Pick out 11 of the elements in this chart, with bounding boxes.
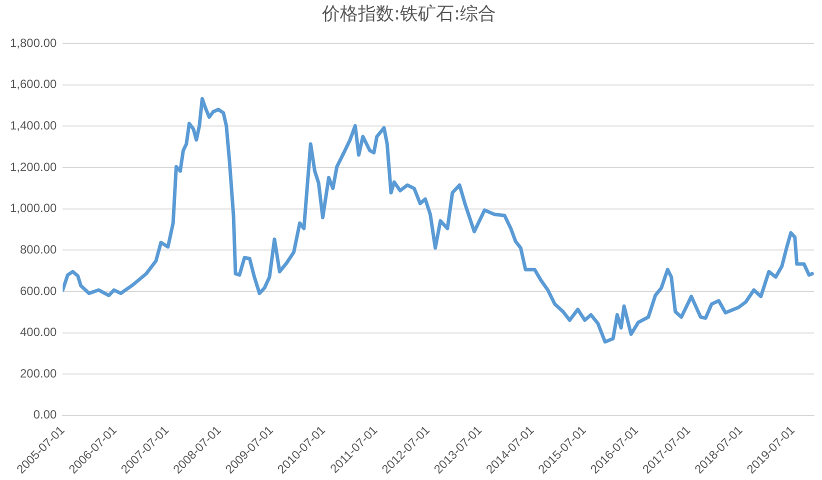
- y-tick-label: 1,000.00: [10, 201, 58, 216]
- y-tick-label: 1,800.00: [10, 36, 58, 50]
- y-tick-label: 800.00: [20, 242, 58, 256]
- y-tick-label: 600.00: [20, 284, 58, 298]
- chart-title: 价格指数:铁矿石:综合: [320, 3, 496, 24]
- y-tick-label: 400.00: [20, 325, 58, 340]
- y-tick-label: 0.00: [33, 408, 58, 422]
- y-tick-label: 1,200.00: [10, 160, 58, 174]
- y-tick-label: 1,400.00: [10, 118, 58, 133]
- y-tick-label: 1,600.00: [10, 77, 58, 92]
- y-tick-label: 200.00: [20, 366, 58, 380]
